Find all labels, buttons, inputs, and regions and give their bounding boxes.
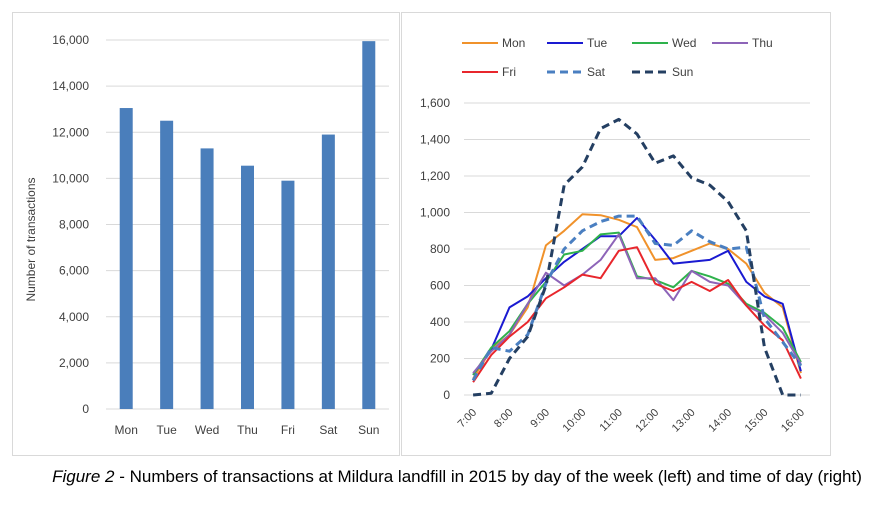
- x-tick-label: 14:00: [706, 407, 734, 435]
- x-tick-label: Mon: [115, 423, 138, 437]
- y-tick-label: 1,400: [420, 133, 450, 147]
- series-line-tue: [472, 217, 802, 376]
- series-line-mon: [472, 213, 802, 380]
- x-tick-label: Tue: [157, 423, 178, 437]
- x-tick-label: 11:00: [598, 407, 625, 434]
- x-tick-label: 12:00: [633, 407, 661, 435]
- y-tick-label: 0: [82, 402, 89, 416]
- caption-text: - Numbers of transactions at Mildura lan…: [114, 467, 862, 486]
- series-line-wed: [472, 231, 802, 376]
- y-tick-label: 800: [430, 242, 450, 256]
- x-tick-label: 16:00: [779, 407, 807, 435]
- y-tick-label: 16,000: [52, 33, 89, 47]
- legend-label: Wed: [672, 36, 696, 50]
- line-chart: 0 200 400 600 800 1,000 1,200 1,400 1,600 7:00 8:0…: [420, 36, 810, 435]
- bar-sun: [362, 41, 376, 409]
- x-tick-label: 15:00: [743, 407, 771, 435]
- legend-label: Tue: [587, 36, 608, 50]
- y-tick-label: 4,000: [59, 310, 89, 324]
- right-chart-panel: 0 200 400 600 800 1,000 1,200 1,400 1,600 7:00 8:0…: [401, 12, 831, 456]
- bar-mon: [119, 108, 133, 410]
- bar-thu: [241, 165, 254, 409]
- y-tick-label: 8,000: [59, 218, 89, 232]
- y-tick-label: 0: [443, 388, 450, 402]
- series-line-fri: [472, 246, 802, 383]
- y-tick-label: 200: [430, 352, 450, 366]
- bar-chart: 0 2,000 4,000 6,000 8,000 10,000 12,000 14,000 1…: [24, 33, 389, 437]
- left-chart-panel: 0 2,000 4,000 6,000 8,000 10,000 12,000 14,000 1…: [12, 12, 400, 456]
- x-tick-label: 7:00: [456, 407, 480, 431]
- figure-caption: Figure 2 - Numbers of transactions at Mi…: [20, 466, 889, 488]
- x-tick-label: 10:00: [561, 407, 589, 435]
- y-tick-label: 1,600: [420, 96, 450, 110]
- x-tick-label: Fri: [281, 423, 295, 437]
- y-tick-label: 10,000: [52, 171, 89, 185]
- y-tick-label: 1,200: [420, 169, 450, 183]
- bar-tue: [160, 120, 174, 409]
- x-tick-label: Sat: [319, 423, 338, 437]
- x-tick-label: Wed: [195, 423, 219, 437]
- y-tick-label: 6,000: [59, 264, 89, 278]
- legend-label: Mon: [502, 36, 525, 50]
- x-tick-label: 9:00: [528, 407, 552, 431]
- legend-label: Thu: [752, 36, 773, 50]
- bar-sat: [321, 134, 335, 409]
- series-line-sat: [471, 214, 803, 382]
- y-tick-label: 1,000: [420, 206, 450, 220]
- y-tick-label: 2,000: [59, 356, 89, 370]
- series-line-thu: [472, 233, 802, 374]
- series-line-sun: [472, 117, 801, 397]
- x-tick-label: Thu: [237, 423, 258, 437]
- legend-label: Sat: [587, 65, 606, 79]
- y-tick-label: 600: [430, 279, 450, 293]
- y-tick-label: 400: [430, 315, 450, 329]
- bar-fri: [281, 180, 295, 409]
- figure-label: Figure 2: [52, 467, 115, 486]
- x-tick-label: Sun: [358, 423, 379, 437]
- y-tick-label: 14,000: [52, 79, 89, 93]
- y-axis-title: Number of transactions: [24, 177, 38, 301]
- bar-wed: [200, 148, 214, 410]
- legend-label: Fri: [502, 65, 516, 79]
- legend-label: Sun: [672, 65, 693, 79]
- y-tick-label: 12,000: [52, 125, 89, 139]
- x-tick-label: 13:00: [670, 407, 698, 435]
- x-tick-label: 8:00: [492, 407, 516, 431]
